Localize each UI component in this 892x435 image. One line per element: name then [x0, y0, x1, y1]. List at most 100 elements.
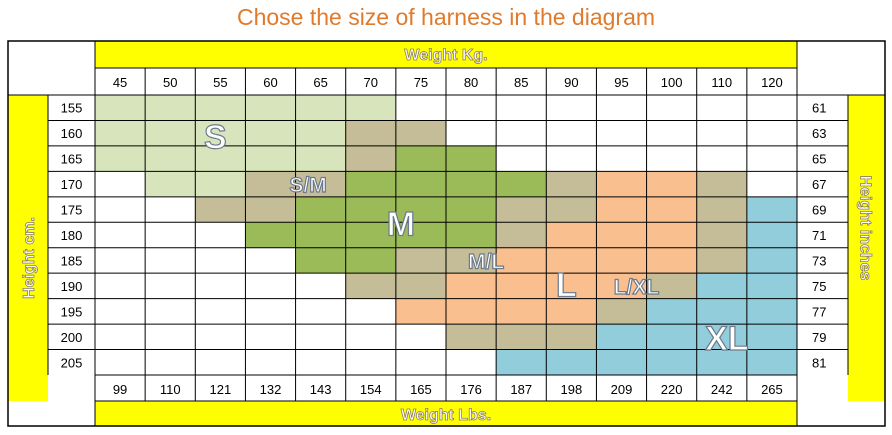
size-cell [95, 145, 146, 172]
bottom-band [95, 401, 797, 426]
weight-lbs-tick: 176 [460, 382, 482, 397]
chart-texts: Weight Kg. Weight Lbs. Height cm. Height… [21, 47, 874, 425]
size-cell [195, 120, 246, 146]
size-cell [446, 273, 497, 299]
weight-lbs-tick: 143 [310, 382, 332, 397]
size-cell [395, 171, 446, 197]
size-cell [546, 298, 597, 325]
size-cell [295, 349, 346, 375]
size-cell [646, 145, 697, 172]
weight-kg-tick: 70 [364, 75, 378, 90]
size-label-xl: XL [705, 320, 748, 358]
size-cell [245, 247, 296, 274]
size-cell [95, 171, 146, 197]
size-cell [145, 222, 196, 248]
size-cell [546, 273, 597, 299]
left-band [8, 95, 48, 401]
size-cell [295, 247, 346, 274]
size-cell [496, 196, 547, 223]
weight-kg-tick: 120 [761, 75, 783, 90]
height-in-tick: 63 [812, 126, 826, 141]
size-cell [295, 298, 346, 325]
size-cell [446, 171, 497, 197]
size-cell [345, 145, 396, 172]
size-cell [345, 171, 396, 197]
size-cell [145, 298, 196, 325]
size-cell [195, 145, 246, 172]
weight-lbs-tick: 132 [260, 382, 282, 397]
size-cell [546, 145, 597, 172]
size-cell [646, 247, 697, 274]
size-cell [696, 324, 747, 350]
size-cell [646, 95, 697, 121]
size-cell [395, 196, 446, 223]
size-cell [546, 196, 597, 223]
size-cell [496, 120, 547, 146]
size-cell [696, 196, 747, 223]
size-cell [295, 196, 346, 223]
size-cell [446, 349, 497, 375]
height-in-tick: 75 [812, 279, 826, 294]
weight-kg-tick: 95 [614, 75, 628, 90]
size-labels: S S/M M M/L L L/XL XL [203, 118, 749, 358]
size-label-s-m: S/M [289, 174, 326, 197]
size-cell [345, 298, 396, 325]
height-in-tick: 67 [812, 177, 826, 192]
size-cell [446, 120, 497, 146]
size-cell [295, 95, 346, 121]
size-cell [145, 145, 196, 172]
size-label-s: S [204, 119, 227, 157]
size-cell [345, 247, 396, 274]
size-cell [95, 247, 146, 274]
weight-lbs-tick: 121 [210, 382, 232, 397]
size-cell [145, 196, 196, 223]
size-cell [546, 222, 597, 248]
size-cell [395, 247, 446, 274]
size-cell [395, 273, 446, 299]
size-cell [345, 120, 396, 146]
weight-kg-tick: 65 [313, 75, 327, 90]
weight-lbs-tick: 110 [160, 382, 181, 397]
size-cell [496, 145, 547, 172]
size-cell [395, 298, 446, 325]
height-in-tick: 79 [812, 330, 826, 345]
height-in-tick: 73 [812, 253, 826, 268]
size-cell [646, 349, 697, 375]
size-cell [496, 95, 547, 121]
height-inches-label: Height inches [857, 176, 874, 281]
weight-lbs-tick: 265 [761, 382, 783, 397]
size-cell [646, 273, 697, 299]
weight-kg-tick: 55 [213, 75, 227, 90]
height-in-tick: 65 [812, 152, 826, 167]
weight-kg-tick: 100 [661, 75, 683, 90]
size-cell [696, 222, 747, 248]
size-cell [646, 171, 697, 197]
size-cell [446, 324, 497, 350]
size-label-m-l: M/L [468, 250, 504, 273]
size-cell [746, 247, 797, 274]
size-cell [596, 222, 647, 248]
size-cell [496, 298, 547, 325]
height-cm-tick: 165 [61, 152, 83, 167]
size-cell [195, 171, 246, 197]
size-cell [696, 247, 747, 274]
size-cell [345, 273, 396, 299]
size-cell [696, 95, 747, 121]
size-cell [496, 324, 547, 350]
weight-lbs-tick: 198 [561, 382, 583, 397]
weight-kg-tick: 110 [711, 75, 732, 90]
size-cell [145, 349, 196, 375]
size-cell [746, 324, 797, 350]
size-cell [295, 324, 346, 350]
size-cell [496, 247, 547, 274]
size-cell [646, 298, 697, 325]
size-cell [295, 273, 346, 299]
size-cell [245, 324, 296, 350]
size-cell [145, 171, 196, 197]
size-cell [195, 95, 246, 121]
size-cell [145, 324, 196, 350]
size-cell [95, 196, 146, 223]
height-in-tick: 77 [812, 304, 826, 319]
weight-lbs-tick: 209 [611, 382, 633, 397]
